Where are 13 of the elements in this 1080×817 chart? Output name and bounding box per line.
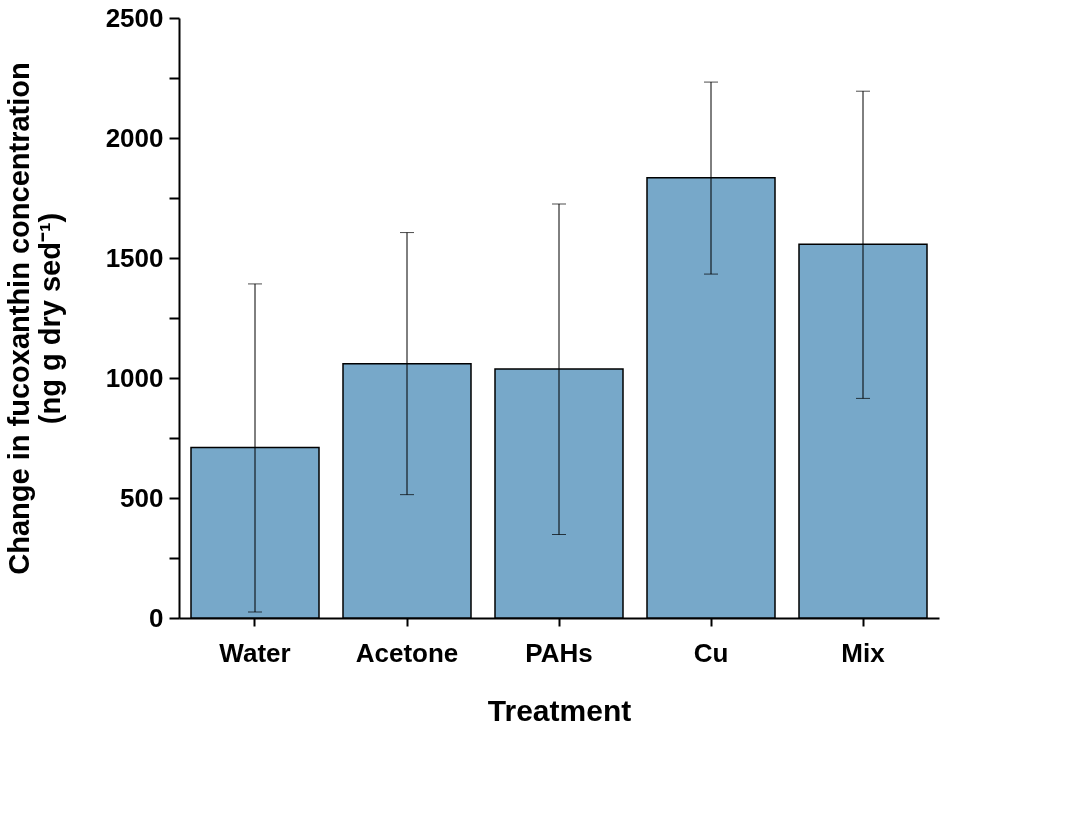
y-tick-label: 0 [149, 602, 164, 633]
x-tick-label: Cu [693, 637, 729, 668]
y-tick-label: 1500 [105, 242, 164, 273]
y-tick-label: 500 [120, 482, 164, 513]
x-tick-label: PAHs [525, 637, 593, 668]
x-tick-label: Mix [841, 637, 886, 668]
y-tick-label: 2500 [105, 2, 164, 33]
y-axis-title: Change in fucoxanthin concentration (ng g dry sed⁻¹) [2, 62, 66, 575]
x-axis-title: Treatment [487, 693, 632, 727]
x-tick-label: Acetone [355, 637, 459, 668]
x-tick-label: Water [219, 637, 291, 668]
y-tick-label: 2000 [105, 122, 164, 153]
y-tick-label: 1000 [105, 362, 164, 393]
